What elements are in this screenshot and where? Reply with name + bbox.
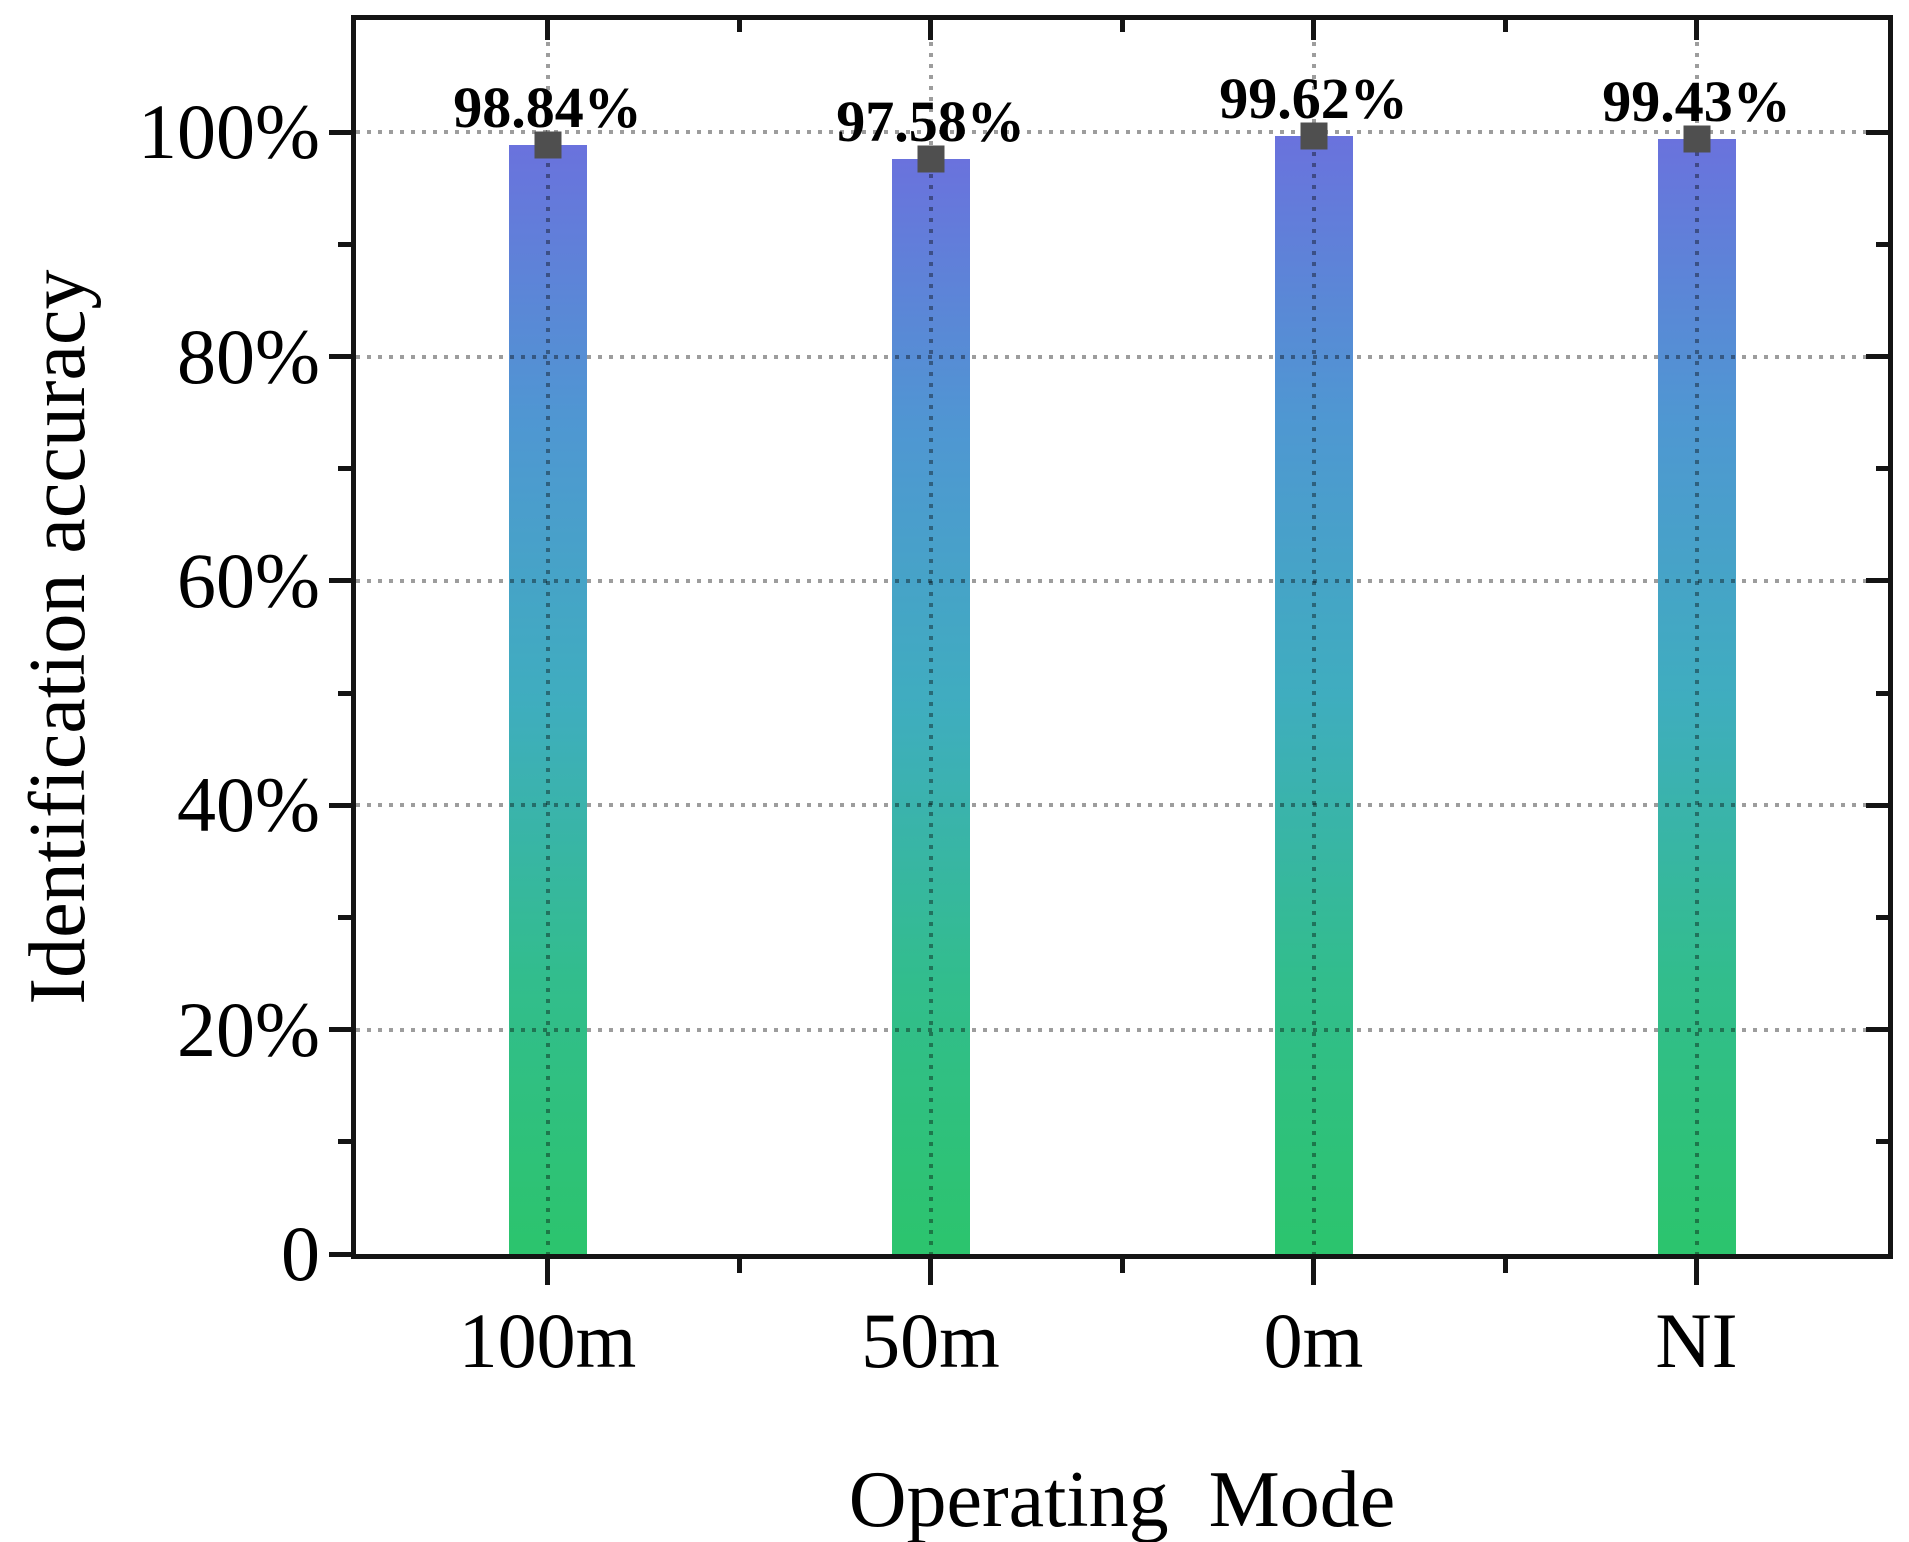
left-minor-tick (338, 466, 351, 472)
left-minor-tick (338, 690, 351, 696)
right-minor-tick (1876, 241, 1888, 247)
y-tick-label: 0 (281, 1210, 320, 1297)
right-minor-tick (1876, 466, 1888, 472)
right-major-tick (1866, 578, 1888, 584)
y-tick-label: 80% (177, 312, 320, 400)
left-major-tick (329, 354, 351, 360)
top-major-tick (1311, 20, 1316, 40)
value-label: 98.84% (453, 75, 642, 141)
bottom-minor-tick (1502, 1259, 1508, 1273)
y-tick-label: 40% (177, 761, 320, 849)
y-axis-title: Identification accuracy (14, 269, 102, 1005)
bar (1657, 138, 1736, 1254)
right-minor-tick (1876, 690, 1888, 696)
value-label: 99.43% (1602, 68, 1791, 134)
x-axis-title: Operating Mode (848, 1456, 1396, 1542)
right-major-tick (1866, 354, 1888, 360)
y-tick-label: 20% (177, 985, 320, 1073)
plot-area: 98.84% 97.58% 99.62% 99.43% (329, 15, 1893, 1285)
right-major-tick (1866, 129, 1888, 135)
bar (508, 145, 587, 1254)
bottom-minor-tick (1119, 1259, 1125, 1273)
top-major-tick (1694, 20, 1699, 40)
bottom-major-tick (928, 1259, 933, 1285)
bar (1274, 136, 1353, 1254)
right-major-tick (1866, 802, 1888, 808)
bottom-major-tick (1311, 1259, 1316, 1285)
left-minor-tick (338, 241, 351, 247)
top-minor-tick (1502, 20, 1508, 32)
bottom-major-tick (1694, 1259, 1699, 1285)
x-tick-label: 0m (1263, 1297, 1364, 1384)
left-minor-tick (338, 914, 351, 920)
x-tick-label: 100m (458, 1297, 637, 1384)
y-tick-label: 60% (177, 536, 320, 624)
left-major-tick (329, 129, 351, 135)
right-minor-tick (1876, 1139, 1888, 1145)
left-major-tick (329, 802, 351, 808)
top-minor-tick (736, 20, 742, 32)
value-label: 99.62% (1219, 66, 1408, 132)
y-tick-label: 100% (138, 88, 320, 176)
bottom-minor-tick (736, 1259, 742, 1273)
bar (891, 159, 970, 1254)
top-major-tick (545, 20, 550, 40)
left-minor-tick (338, 1139, 351, 1145)
x-tick-label: NI (1655, 1297, 1738, 1384)
value-label: 97.58% (836, 89, 1025, 155)
left-major-tick (329, 578, 351, 584)
x-tick-label: 50m (861, 1297, 1000, 1384)
bottom-major-tick (545, 1259, 550, 1285)
left-major-tick (329, 1251, 351, 1257)
top-minor-tick (1119, 20, 1125, 32)
top-major-tick (928, 20, 933, 40)
right-minor-tick (1876, 914, 1888, 920)
right-major-tick (1866, 1027, 1888, 1033)
left-major-tick (329, 1027, 351, 1033)
